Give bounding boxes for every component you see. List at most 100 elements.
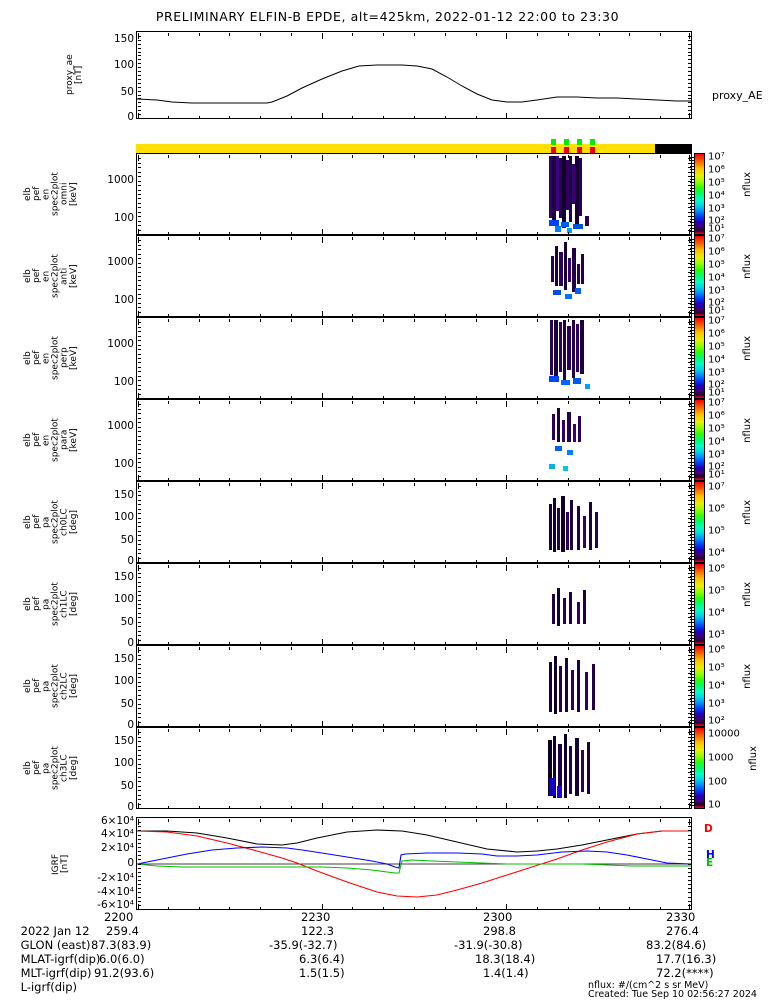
pa-ch2lc-spectrogram xyxy=(549,656,595,714)
axis-tick xyxy=(229,819,230,822)
nflux-units-note: nflux: #/(cm^2 s sr MeV) xyxy=(588,980,709,991)
ytick: 100 xyxy=(113,376,134,388)
colorbar-tick xyxy=(690,695,694,696)
axis-tick xyxy=(568,819,569,822)
axis-tick xyxy=(138,540,141,541)
colorbar-tick xyxy=(690,264,694,265)
axis-tick xyxy=(291,33,292,36)
axis-tick xyxy=(138,786,141,787)
axis-tick xyxy=(138,476,141,477)
panel-proxy-ae-yticks: 150 100 50 0 xyxy=(90,31,134,123)
colorbar-tick xyxy=(690,507,694,508)
cb-label: 10⁵ xyxy=(708,525,725,537)
axis-tick xyxy=(138,114,141,115)
colorbar-tick xyxy=(690,774,694,775)
axis-tick xyxy=(291,401,292,404)
axis-tick xyxy=(506,721,507,727)
cell-value: 122.3 xyxy=(301,924,334,938)
axis-tick xyxy=(138,795,141,796)
cb-label: 10⁷ xyxy=(708,481,725,493)
axis-tick xyxy=(383,724,384,727)
axis-tick xyxy=(688,114,692,115)
axis-tick xyxy=(138,639,139,645)
axis-tick xyxy=(689,557,690,563)
panel-en-para-ylabel: elb pef en spec2plot para [keV] xyxy=(23,418,79,462)
axis-tick xyxy=(599,237,600,240)
axis-tick xyxy=(629,314,630,317)
ytick: 6×10⁴ xyxy=(100,815,134,827)
ytick: 4×10⁴ xyxy=(100,828,134,840)
colorbar-tick xyxy=(690,661,694,662)
proxy-ae-trace xyxy=(137,64,691,104)
axis-tick xyxy=(688,843,692,844)
axis-tick xyxy=(291,116,292,119)
colorbar-tick xyxy=(690,443,694,444)
row-label: 2022 Jan 12 xyxy=(20,924,90,938)
axis-tick xyxy=(506,229,507,235)
axis-tick xyxy=(168,483,169,486)
axis-tick xyxy=(138,212,141,213)
axis-tick xyxy=(688,158,692,159)
axis-tick xyxy=(660,819,661,822)
axis-tick xyxy=(138,436,141,437)
colorbar-tick xyxy=(690,477,694,478)
axis-tick xyxy=(414,819,415,822)
axis-tick xyxy=(688,795,692,796)
colorbar-tick xyxy=(690,291,694,292)
colorbar-tick xyxy=(690,500,694,501)
cb-label: 10000 xyxy=(708,728,740,740)
panel-pa-ch3lc xyxy=(136,727,692,809)
axis-tick xyxy=(138,230,141,231)
axis-tick xyxy=(138,750,141,751)
axis-tick xyxy=(476,33,477,36)
axis-tick xyxy=(537,806,538,809)
cb-label: 10³ xyxy=(708,285,725,297)
colorbar-tick xyxy=(690,783,694,784)
colorbar-tick xyxy=(690,163,694,164)
axis-tick xyxy=(138,905,141,906)
axis-tick xyxy=(599,819,600,822)
axis-tick xyxy=(138,901,141,902)
axis-tick xyxy=(660,642,661,645)
axis-tick xyxy=(322,819,323,825)
axis-tick xyxy=(629,319,630,322)
axis-tick xyxy=(138,163,141,164)
colorbar-tick xyxy=(690,655,694,656)
axis-tick xyxy=(138,380,141,381)
colorbar-tick xyxy=(690,714,694,715)
axis-tick xyxy=(688,699,692,700)
colorbar-tick xyxy=(690,595,694,596)
axis-tick xyxy=(506,33,507,39)
axis-tick xyxy=(138,804,141,805)
axis-tick xyxy=(138,79,141,80)
colorbar-tick xyxy=(690,449,694,450)
axis-tick xyxy=(537,560,538,563)
colorbar-tick xyxy=(690,635,694,636)
cell-value: -31.9(-30.8) xyxy=(454,938,523,952)
event-markers-green xyxy=(551,130,596,149)
axis-tick xyxy=(476,478,477,481)
axis-tick xyxy=(138,851,141,852)
axis-tick xyxy=(138,600,141,601)
axis-tick xyxy=(138,367,141,368)
axis-tick xyxy=(352,237,353,240)
colorbar-pa-ch1lc-title: nflux xyxy=(742,582,753,607)
axis-tick xyxy=(260,478,261,481)
axis-tick xyxy=(138,591,141,592)
colorbar-tick xyxy=(690,686,694,687)
axis-tick xyxy=(506,113,507,119)
panel-en-perp-yticks: 1000 100 xyxy=(90,317,134,399)
axis-tick xyxy=(383,319,384,322)
axis-tick xyxy=(168,396,169,399)
axis-tick xyxy=(414,314,415,317)
axis-tick xyxy=(138,695,141,696)
axis-tick xyxy=(322,483,323,489)
axis-tick xyxy=(322,319,323,325)
cb-label: 10³ xyxy=(708,698,725,710)
axis-tick xyxy=(689,475,690,481)
axis-tick xyxy=(688,207,692,208)
axis-tick xyxy=(229,483,230,486)
axis-tick xyxy=(229,565,230,568)
axis-tick xyxy=(138,558,141,559)
axis-tick xyxy=(599,314,600,317)
